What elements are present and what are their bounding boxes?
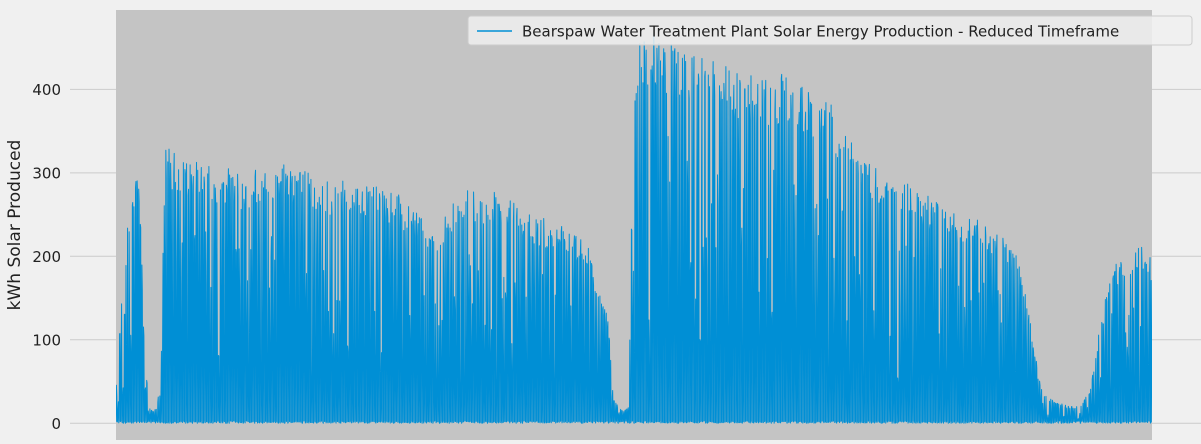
legend: Bearspaw Water Treatment Plant Solar Ene… xyxy=(467,15,1193,46)
y-tick-labels: 0 100 200 300 400 xyxy=(32,81,61,433)
y-tick-label-100: 100 xyxy=(32,331,61,349)
y-tick-label-0: 0 xyxy=(51,415,61,433)
legend-box xyxy=(467,15,1193,46)
y-tick-label-400: 400 xyxy=(32,81,61,99)
series-line-group xyxy=(116,32,1152,424)
series-line xyxy=(116,32,1152,424)
y-tick-label-200: 200 xyxy=(32,248,61,266)
legend-label: Bearspaw Water Treatment Plant Solar Ene… xyxy=(522,23,1119,41)
y-tick-label-300: 300 xyxy=(32,164,61,182)
y-axis-label: kWh Solar Produced xyxy=(5,140,25,311)
